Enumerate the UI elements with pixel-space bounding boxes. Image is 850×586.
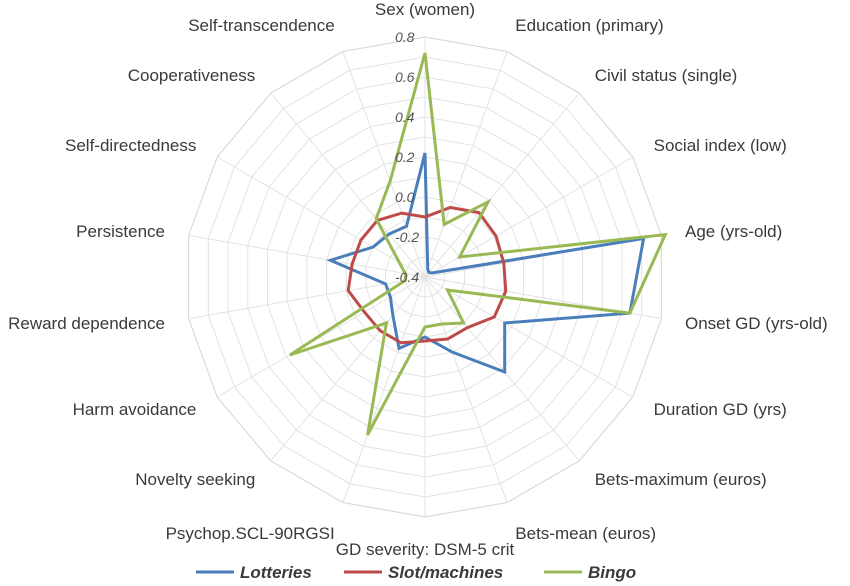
grid-spoke [342,276,426,503]
axis-label-reward-dependence: Reward dependence [8,314,165,333]
axis-label-age-yrs-old: Age (yrs-old) [685,222,782,241]
legend-label-slot-machines: Slot/machines [388,563,503,582]
tick-label: 0.8 [395,29,415,45]
axis-label-cooperativeness: Cooperativeness [128,66,256,85]
axis-label-self-transcendence: Self-transcendence [188,16,334,35]
axis-label-harm-avoidance: Harm avoidance [73,400,197,419]
axis-label-duration-gd-yrs: Duration GD (yrs) [654,400,787,419]
grid-spoke [424,92,580,278]
legend-label-bingo: Bingo [588,563,636,582]
grid-spoke [424,276,508,503]
axis-label-bets-maximum-euros: Bets-maximum (euros) [595,470,767,489]
axis-labels: Sex (women) Education (primary) Civil stat… [8,0,828,559]
grid-spoke [188,234,426,278]
series-line-bingo [289,52,668,436]
series-line-lotteries [326,152,646,375]
series-lines [289,52,668,436]
grid [188,36,662,518]
grid-spoke [424,51,508,278]
axis-label-persistence: Persistence [76,222,165,241]
legend-label-lotteries: Lotteries [240,563,312,582]
tick-label: 0.4 [395,109,415,125]
radial-tick-labels: 0.8 0.6 0.4 0.2 0.0 -0.2 -0.4 [395,29,419,285]
tick-label: 0.0 [395,189,415,205]
grid-spoke [342,51,426,278]
axis-label-novelty-seeking: Novelty seeking [135,470,255,489]
grid-spoke [270,92,426,278]
series-line-slot-machines [346,205,508,345]
grid-spoke [424,276,634,398]
grid-spoke [424,276,580,462]
axis-label-sex-women: Sex (women) [375,0,475,19]
legend: Lotteries Slot/machines Bingo [196,563,636,582]
axis-label-social-index-low: Social index (low) [654,136,787,155]
axis-label-self-directedness: Self-directedness [65,136,196,155]
grid-spoke [216,156,426,278]
axis-label-psychop-scl-90rgsi: Psychop.SCL-90RGSI [166,524,335,543]
axis-label-onset-gd-yrs-old: Onset GD (yrs-old) [685,314,828,333]
tick-label: -0.4 [395,269,419,285]
axis-label-bets-mean-euros: Bets-mean (euros) [515,524,656,543]
tick-label: -0.2 [395,229,419,245]
tick-label: 0.6 [395,69,415,85]
tick-label: 0.2 [395,149,415,165]
grid-spoke [270,276,426,462]
axis-label-civil-status-single: Civil status (single) [595,66,738,85]
axis-label-gd-severity-dsm-5-crit: GD severity: DSM-5 crit [336,540,515,559]
axis-label-education-primary: Education (primary) [515,16,663,35]
